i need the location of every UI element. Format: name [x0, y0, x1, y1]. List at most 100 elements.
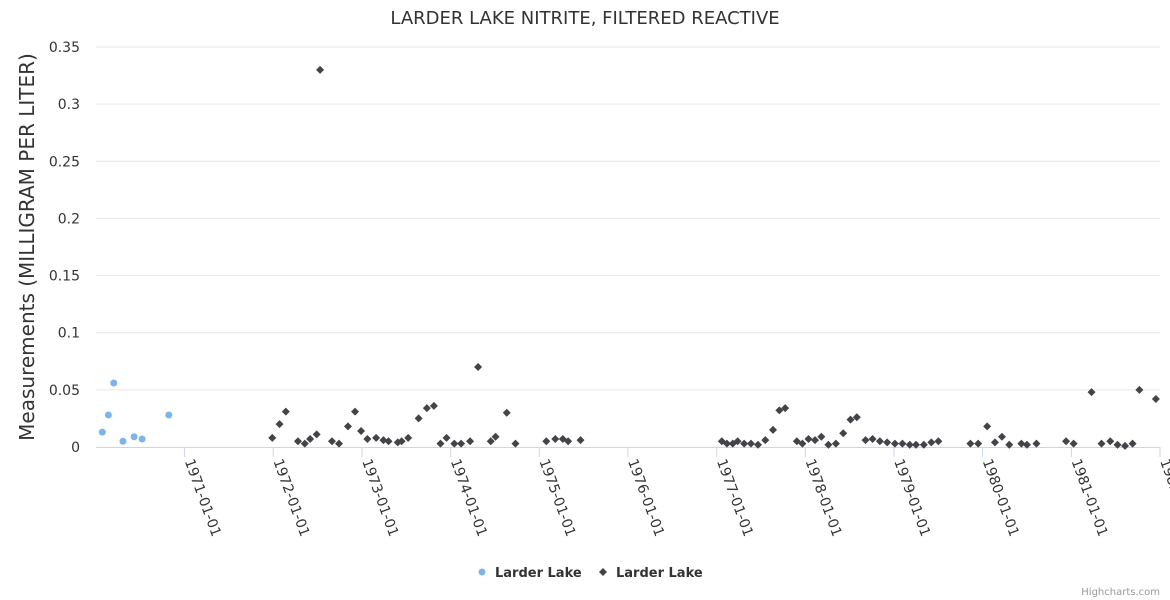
data-point[interactable]: [1032, 439, 1041, 448]
data-point[interactable]: [372, 433, 381, 442]
data-point[interactable]: [564, 437, 573, 446]
data-point[interactable]: [1087, 388, 1096, 397]
data-point[interactable]: [104, 411, 112, 419]
data-point[interactable]: [1062, 437, 1071, 446]
data-point[interactable]: [746, 439, 755, 448]
data-point[interactable]: [300, 439, 309, 448]
data-point[interactable]: [275, 420, 284, 429]
data-point[interactable]: [1121, 441, 1130, 450]
data-point[interactable]: [429, 401, 438, 410]
data-point[interactable]: [912, 440, 921, 449]
data-point[interactable]: [442, 433, 451, 442]
data-point[interactable]: [846, 415, 855, 424]
data-point[interactable]: [722, 439, 731, 448]
data-point[interactable]: [883, 438, 892, 447]
data-point[interactable]: [343, 422, 352, 431]
data-point[interactable]: [974, 439, 983, 448]
data-point[interactable]: [890, 439, 899, 448]
legend-label-series-2[interactable]: Larder Lake: [616, 566, 703, 581]
data-point[interactable]: [934, 437, 943, 446]
data-point[interactable]: [817, 432, 826, 441]
data-point[interactable]: [983, 422, 992, 431]
data-point[interactable]: [293, 437, 302, 446]
data-point[interactable]: [436, 439, 445, 448]
data-point[interactable]: [1069, 439, 1078, 448]
data-point[interactable]: [165, 411, 173, 419]
data-point[interactable]: [511, 439, 520, 448]
data-point[interactable]: [798, 439, 807, 448]
data-point[interactable]: [753, 440, 762, 449]
data-point[interactable]: [334, 439, 343, 448]
data-point[interactable]: [312, 430, 321, 439]
data-point[interactable]: [1135, 385, 1144, 394]
data-point[interactable]: [861, 436, 870, 445]
data-point[interactable]: [990, 438, 999, 447]
data-point[interactable]: [1151, 395, 1160, 403]
data-point[interactable]: [110, 379, 118, 387]
data-point[interactable]: [1128, 439, 1137, 448]
data-point[interactable]: [839, 429, 848, 438]
data-point[interactable]: [1106, 437, 1115, 446]
data-point[interactable]: [351, 407, 360, 416]
legend-marker-series-2[interactable]: [599, 568, 607, 576]
data-point[interactable]: [404, 433, 413, 442]
data-point[interactable]: [875, 437, 884, 446]
data-point[interactable]: [397, 437, 406, 446]
data-point[interactable]: [474, 363, 483, 371]
data-point[interactable]: [327, 437, 336, 446]
data-point[interactable]: [905, 440, 914, 449]
data-point[interactable]: [781, 404, 790, 413]
data-point[interactable]: [414, 414, 423, 423]
data-point[interactable]: [486, 437, 495, 446]
data-point[interactable]: [551, 435, 560, 443]
y-axis-ticks: 0 0.05 0.1 0.15 0.2 0.25 0.3 0.35: [49, 40, 80, 456]
data-point[interactable]: [997, 432, 1006, 441]
data-point[interactable]: [281, 407, 290, 416]
data-point[interactable]: [1017, 439, 1026, 448]
data-point[interactable]: [306, 435, 315, 443]
data-point[interactable]: [576, 436, 585, 445]
data-point[interactable]: [450, 439, 459, 448]
data-point[interactable]: [775, 406, 784, 415]
data-point[interactable]: [466, 437, 475, 446]
data-point[interactable]: [268, 433, 277, 442]
legend-label-series-1[interactable]: Larder Lake: [495, 566, 582, 581]
data-point[interactable]: [457, 439, 466, 448]
data-point[interactable]: [502, 408, 511, 417]
data-point[interactable]: [1097, 439, 1106, 448]
data-point[interactable]: [119, 437, 127, 445]
data-point[interactable]: [898, 439, 907, 448]
data-point[interactable]: [831, 439, 840, 448]
legend[interactable]: Larder Lake Larder Lake: [478, 566, 703, 581]
data-point[interactable]: [811, 436, 820, 445]
data-point[interactable]: [919, 440, 928, 449]
data-point[interactable]: [927, 438, 936, 447]
data-point[interactable]: [868, 435, 877, 443]
chart-title: LARDER LAKE NITRITE, FILTERED REACTIVE: [390, 8, 779, 29]
data-point[interactable]: [542, 437, 551, 446]
data-point[interactable]: [98, 428, 106, 436]
data-point[interactable]: [363, 435, 372, 443]
y-tick-label: 0.2: [58, 211, 80, 227]
data-point[interactable]: [761, 436, 770, 445]
data-point[interactable]: [804, 435, 813, 443]
data-point[interactable]: [130, 433, 138, 441]
data-point[interactable]: [384, 437, 393, 446]
data-point[interactable]: [491, 432, 500, 441]
data-point[interactable]: [1113, 440, 1122, 449]
data-point[interactable]: [740, 439, 749, 448]
data-point[interactable]: [769, 425, 778, 434]
credits-link[interactable]: Highcharts.com: [1081, 587, 1160, 598]
data-point[interactable]: [852, 413, 861, 422]
data-point[interactable]: [357, 427, 366, 435]
data-point[interactable]: [824, 440, 833, 449]
data-point[interactable]: [138, 435, 146, 443]
legend-marker-series-1[interactable]: [478, 568, 486, 576]
data-point[interactable]: [316, 65, 325, 74]
data-point[interactable]: [422, 404, 431, 413]
y-tick-label: 0.35: [49, 40, 80, 56]
data-point[interactable]: [1005, 440, 1014, 449]
data-point[interactable]: [1022, 440, 1031, 449]
data-point[interactable]: [966, 439, 975, 448]
data-point[interactable]: [733, 437, 742, 446]
